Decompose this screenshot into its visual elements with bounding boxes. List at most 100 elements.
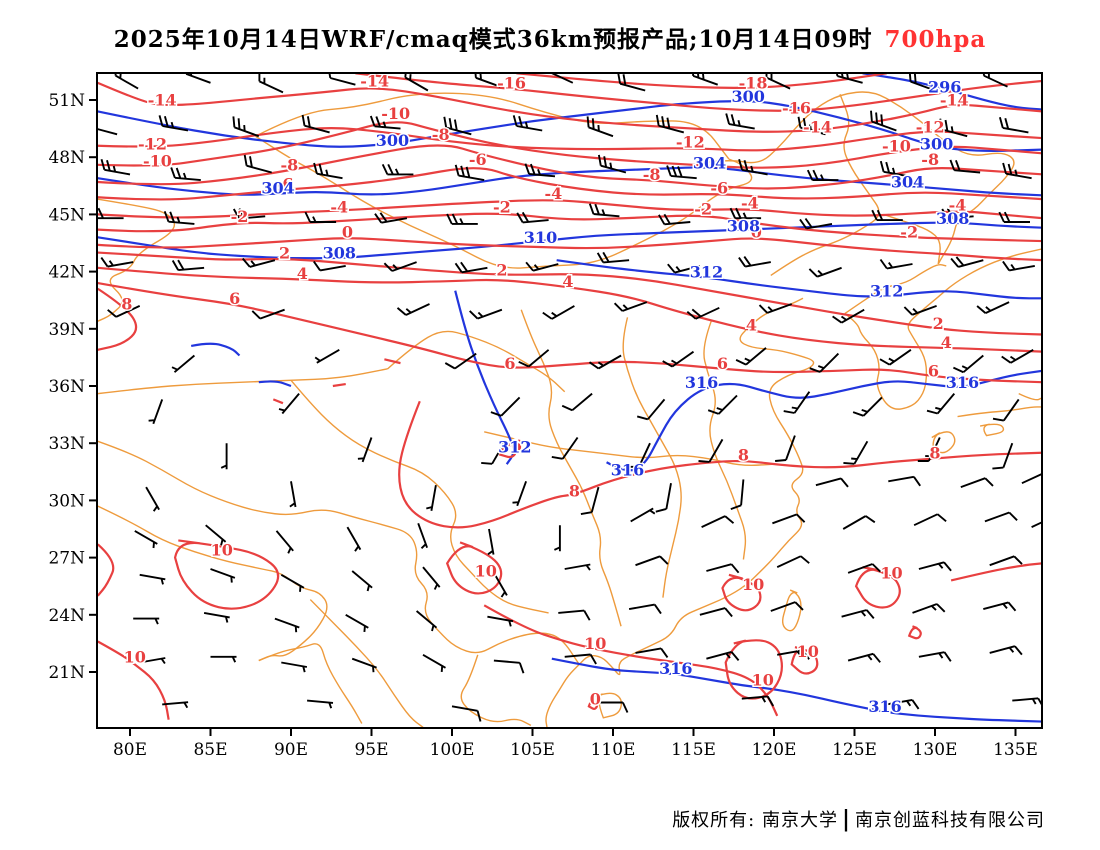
wind-barb xyxy=(832,308,865,324)
wind-barb xyxy=(706,650,740,662)
height-label: 310 xyxy=(524,228,557,247)
lat-tick-label: 24N xyxy=(48,606,85,626)
lon-tick-label: 95E xyxy=(354,740,388,760)
wind-barb xyxy=(301,114,330,134)
wind-barb xyxy=(588,203,620,218)
wind-barb xyxy=(597,154,627,174)
wind-barb xyxy=(843,440,869,465)
temperature-label: -14 xyxy=(148,91,177,110)
wind-barb xyxy=(139,657,166,665)
wind-barb xyxy=(776,555,810,568)
height-label: 312 xyxy=(498,438,531,457)
lon-tick-label: 125E xyxy=(832,740,877,760)
wind-barb xyxy=(251,308,285,320)
wind-barb xyxy=(232,116,260,138)
wind-barb xyxy=(941,208,974,220)
wind-barb xyxy=(815,477,849,488)
temperature-label: -2 xyxy=(900,222,918,241)
wind-barb xyxy=(1001,348,1034,364)
contour-label-layer: -18-16-16-14-14-14-14-12 -12-12-10-10-10-… xyxy=(120,73,981,718)
wind-barb xyxy=(918,561,952,572)
temperature-contour xyxy=(97,199,1042,220)
temperature-contour xyxy=(97,251,1042,336)
lat-tick-label: 21N xyxy=(48,663,85,683)
temperature-label: -14 xyxy=(940,91,969,110)
wind-barb xyxy=(613,301,648,312)
wind-barb xyxy=(667,263,701,274)
wind-barb xyxy=(314,348,340,364)
temperature-label: -4 xyxy=(545,184,563,203)
wind-barb xyxy=(107,305,141,318)
temperature-contour xyxy=(355,73,1042,112)
wind-barb xyxy=(809,352,840,373)
wind-barb xyxy=(783,391,811,414)
wind-barb xyxy=(558,609,591,621)
wind-barb xyxy=(493,572,508,598)
temperature-label: -2 xyxy=(231,207,249,226)
wind-barb xyxy=(278,392,300,415)
temperature-contour xyxy=(97,543,115,597)
wind-barb xyxy=(580,486,600,516)
height-label: 316 xyxy=(868,697,901,716)
wind-barb xyxy=(396,303,430,316)
wind-barb xyxy=(775,435,796,462)
wind-barb xyxy=(487,615,514,627)
lon-tick-label: 105E xyxy=(510,740,555,760)
temperature-label: 0 xyxy=(751,222,762,241)
wind-barb xyxy=(698,438,724,463)
temperature-label: 8 xyxy=(738,445,749,464)
wind-barb xyxy=(374,212,408,224)
province-boundary xyxy=(520,309,622,627)
wind-barb xyxy=(879,258,913,270)
wind-barb xyxy=(692,73,719,86)
wind-barb xyxy=(369,115,401,130)
temperature-label: -4 xyxy=(949,196,967,215)
wind-barb xyxy=(842,515,876,530)
wind-barb xyxy=(133,617,160,625)
wind-barb xyxy=(444,352,477,370)
lat-tick-label: 27N xyxy=(48,549,85,569)
height-contour xyxy=(606,369,1042,472)
wind-barb xyxy=(549,73,574,84)
height-label: 296 xyxy=(928,77,961,96)
wind-barb xyxy=(170,167,201,182)
copyright-owner: 版权所有: 南京大学 xyxy=(672,810,838,831)
wind-barb-layer xyxy=(97,73,1042,722)
copyright-text: 版权所有: 南京大学 | 南京创蓝科技有限公司 xyxy=(0,806,1045,832)
wind-barb xyxy=(258,73,284,94)
wind-barb xyxy=(542,305,575,320)
wind-barb xyxy=(426,485,437,511)
wind-barb xyxy=(1031,521,1042,528)
temperature-contour xyxy=(790,646,819,675)
temperature-contour xyxy=(516,73,887,89)
wind-barb xyxy=(628,442,651,468)
page-title: 2025年10月14日WRF/cmaq模式36km预报产品;10月14日09时 7… xyxy=(0,20,1100,54)
temperature-label: -18 xyxy=(739,74,768,93)
wind-barb xyxy=(960,477,994,488)
temperature-contour xyxy=(97,287,138,351)
province-boundary xyxy=(622,317,682,598)
wind-barb xyxy=(404,73,429,92)
temperature-label: 10 xyxy=(742,575,764,594)
temperature-label: 10 xyxy=(584,634,606,653)
temperature-label: 4 xyxy=(941,333,952,352)
province-boundary xyxy=(309,599,424,728)
temperature-contour xyxy=(173,539,280,610)
wind-barb xyxy=(596,251,630,264)
temperature-contour xyxy=(97,212,1042,243)
wind-barb xyxy=(139,573,166,585)
temperature-label: 4 xyxy=(562,272,573,291)
temperature-label: 6 xyxy=(504,354,515,373)
temperature-label: 2 xyxy=(933,314,944,333)
temperature-label: 8 xyxy=(929,444,940,463)
wind-barb xyxy=(953,354,984,374)
wind-barb xyxy=(586,116,614,138)
temperature-label: 10 xyxy=(211,541,233,560)
wind-barb xyxy=(512,115,543,132)
wind-barb xyxy=(451,705,482,722)
temperature-contour xyxy=(332,383,346,388)
wind-barb xyxy=(564,653,597,665)
wind-barb xyxy=(561,392,593,412)
temperature-label: -8 xyxy=(921,150,939,169)
temperature-label: -2 xyxy=(694,199,712,218)
